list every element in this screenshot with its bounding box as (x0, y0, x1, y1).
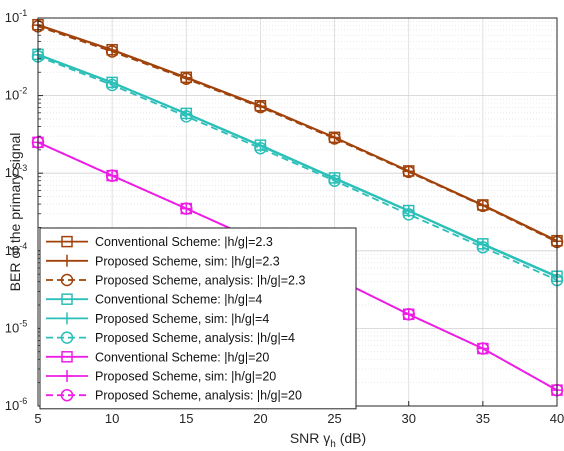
y-axis-label: BER of the primary signal (7, 133, 23, 292)
circle-marker (180, 72, 193, 85)
circle-marker (476, 199, 490, 213)
y-tick-label: 10-1 (5, 8, 27, 25)
circle-marker (402, 208, 415, 221)
y-axis-ticks: 10-6 10-5 10-4 10-3 10-2 10-1 (5, 8, 43, 413)
circle-marker (254, 100, 267, 114)
square-marker (61, 351, 73, 363)
plus-marker (61, 370, 73, 382)
circle-marker (328, 174, 341, 187)
circle-marker (476, 241, 490, 254)
legend-item: Conventional Scheme: |h/g|=20 (46, 350, 269, 364)
plus-marker (61, 254, 73, 267)
x-tick-label: 40 (550, 411, 564, 426)
series-line (31, 50, 564, 287)
legend-label: Conventional Scheme: |h/g|=2.3 (95, 235, 273, 249)
circle-marker (105, 78, 119, 92)
x-tick-label: 20 (253, 411, 267, 426)
legend-item: Conventional Scheme: |h/g|=4 (46, 293, 262, 307)
square-marker (61, 235, 73, 248)
circle-marker (328, 132, 341, 145)
series-path (37, 55, 558, 281)
circle-marker (60, 388, 74, 402)
circle-marker (105, 169, 119, 182)
legend-label: Proposed Scheme, sim: |h/g|=2.3 (95, 254, 280, 268)
legend-label: Proposed Scheme, analysis: |h/g|=2.3 (95, 274, 305, 288)
legend-item: Proposed Scheme, analysis: |h/g|=4 (46, 331, 295, 345)
x-axis-ticks: 5 10 15 20 25 30 35 40 (34, 401, 564, 426)
y-tick-label: 10-3 (5, 163, 27, 180)
circle-marker (402, 308, 415, 321)
legend-label: Proposed Scheme, sim: |h/g|=20 (95, 370, 276, 384)
plus-marker (180, 202, 193, 215)
circle-marker (105, 45, 119, 58)
x-tick-label: 25 (327, 411, 341, 426)
plus-marker (61, 312, 73, 325)
legend-item: Conventional Scheme: |h/g|=2.3 (46, 235, 273, 249)
circle-marker (180, 202, 193, 215)
circle-marker (476, 342, 490, 355)
y-tick-label: 10-6 (5, 396, 27, 413)
legend-label: Conventional Scheme: |h/g|=4 (95, 293, 262, 307)
x-tick-label: 30 (401, 411, 415, 426)
circle-marker (60, 331, 74, 344)
legend-item: Proposed Scheme, sim: |h/g|=2.3 (46, 254, 280, 268)
legend-label: Conventional Scheme: |h/g|=20 (95, 350, 269, 364)
x-tick-label: 10 (105, 411, 119, 426)
legend-label: Proposed Scheme, sim: |h/g|=4 (95, 312, 269, 326)
legend-label: Proposed Scheme, analysis: |h/g|=4 (95, 331, 295, 345)
square-marker (61, 293, 73, 305)
legend-item: Proposed Scheme, analysis: |h/g|=20 (46, 389, 302, 403)
y-tick-label: 10-2 (5, 86, 27, 103)
series-path (37, 54, 558, 278)
x-tick-label: 5 (34, 411, 41, 426)
x-tick-label: 35 (476, 411, 490, 426)
legend-item: Proposed Scheme, sim: |h/g|=4 (46, 312, 269, 326)
legend-item: Proposed Scheme, sim: |h/g|=20 (46, 370, 276, 384)
circle-marker (254, 141, 267, 155)
circle-marker (402, 165, 415, 179)
x-axis-label: SNR γh (dB) (290, 430, 366, 450)
legend-label: Proposed Scheme, analysis: |h/g|=20 (95, 389, 302, 403)
series-path (37, 25, 558, 243)
circle-marker (180, 110, 193, 123)
y-tick-label: 10-4 (5, 241, 27, 258)
y-tick-label: 10-5 (5, 318, 27, 335)
legend-item: Proposed Scheme, analysis: |h/g|=2.3 (46, 274, 305, 288)
legend-box (39, 227, 357, 410)
circle-marker (60, 273, 74, 287)
x-tick-label: 15 (179, 411, 193, 426)
series-path (37, 141, 558, 391)
legend: Conventional Scheme: |h/g|=2.3 Proposed S… (39, 227, 357, 410)
